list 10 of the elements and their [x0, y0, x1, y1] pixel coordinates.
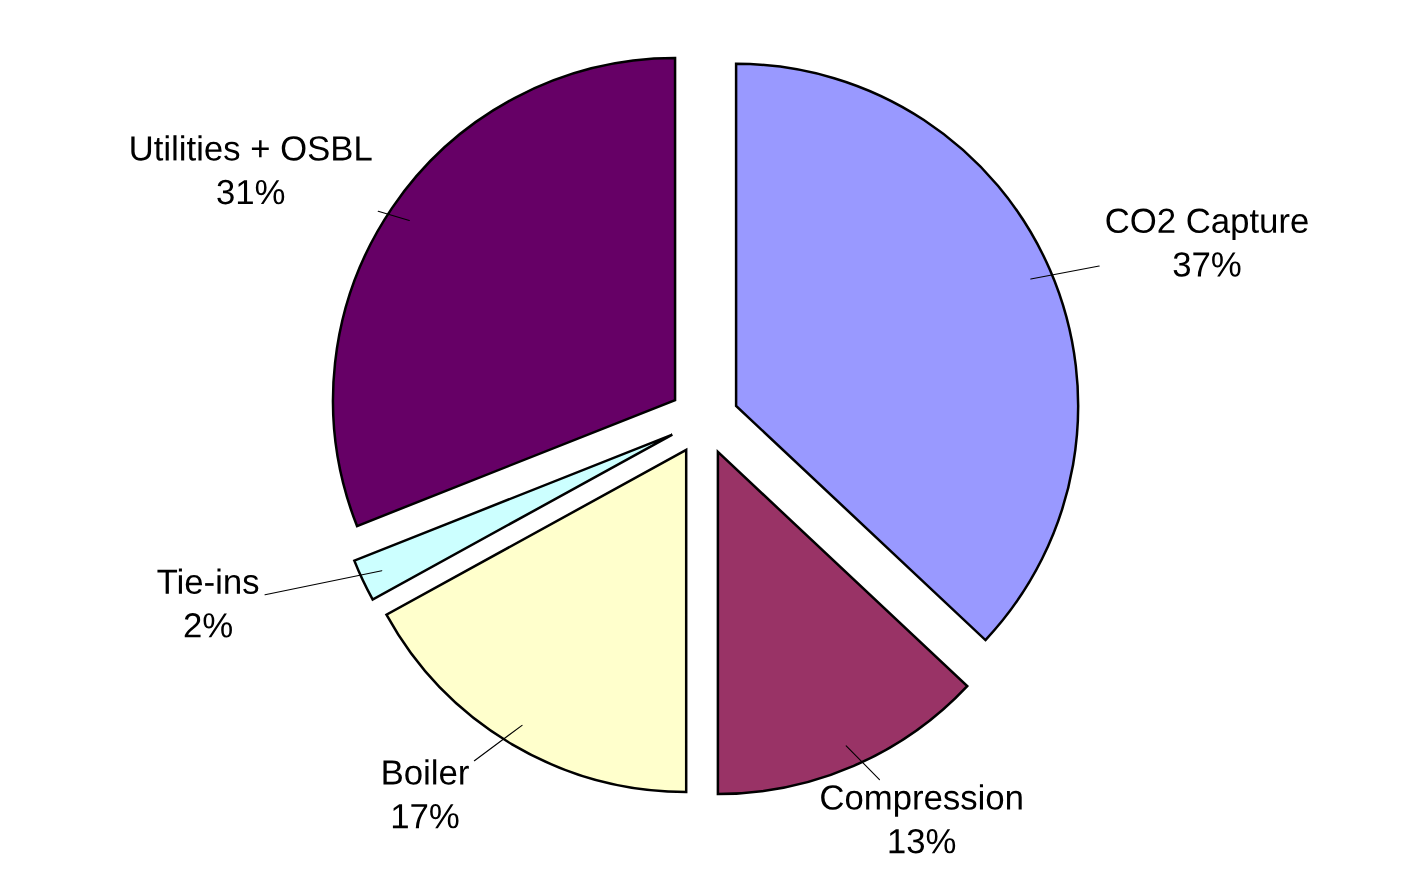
data-label: 37%: [1173, 252, 1241, 277]
slice-label: CO2 Capture: [1106, 208, 1308, 240]
data-label: 2%: [184, 613, 232, 638]
data-label: 31%: [217, 179, 285, 205]
data-label: 17%: [392, 804, 459, 829]
slice-label: Compression: [821, 784, 1022, 817]
slice-label: Boiler: [383, 759, 469, 785]
slice-label: Tie-ins: [157, 568, 259, 595]
slice-label: Utilities + OSBL: [131, 135, 372, 161]
data-label: 13%: [889, 828, 956, 854]
